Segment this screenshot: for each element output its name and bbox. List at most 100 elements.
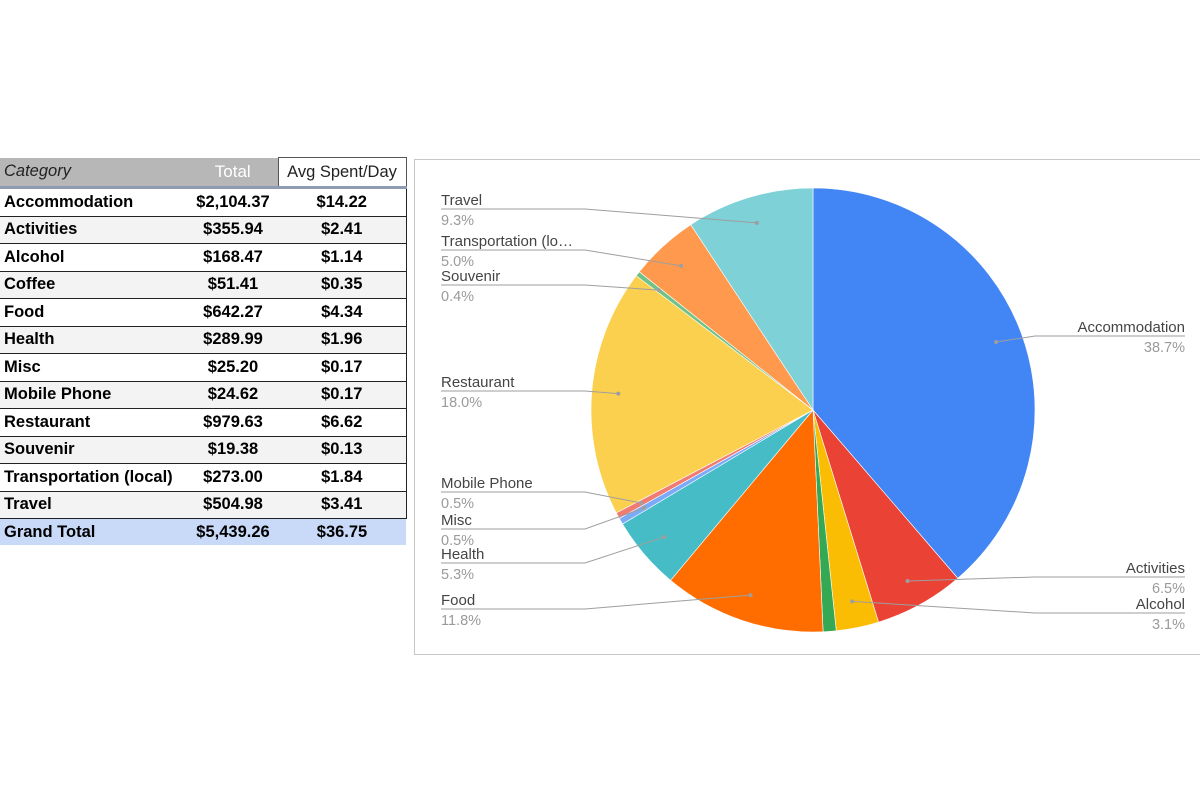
table-row: Mobile Phone $24.62 $0.17: [0, 381, 407, 409]
slice-percent: 0.4%: [441, 289, 474, 305]
slice-label: Accommodation: [1077, 319, 1185, 336]
row-category[interactable]: Coffee: [0, 271, 188, 299]
pie-label-group: Restaurant 18.0%: [441, 374, 621, 411]
leader-line: [441, 594, 751, 610]
leader-dot: [748, 593, 753, 598]
slice-percent: 18.0%: [441, 395, 482, 411]
row-avg[interactable]: $0.13: [278, 436, 407, 464]
table-header-row: Category Total Avg Spent/Day: [0, 157, 407, 188]
row-total[interactable]: $355.94: [188, 216, 278, 244]
slice-percent: 5.3%: [441, 567, 474, 583]
row-category[interactable]: Health: [0, 326, 188, 354]
pie-label-group: Health 5.3%: [441, 534, 667, 583]
table-body: Accommodation $2,104.37 $14.22 Activities $3…: [0, 187, 407, 519]
row-total[interactable]: $979.63: [188, 408, 278, 437]
leader-line: [441, 390, 619, 395]
row-total[interactable]: $24.62: [188, 381, 278, 409]
slice-label: Misc: [441, 512, 472, 529]
pie-label-group: Souvenir 0.4%: [441, 268, 661, 305]
slice-label: Activities: [1126, 560, 1185, 577]
row-avg[interactable]: $0.35: [278, 271, 407, 299]
row-total[interactable]: $2,104.37: [188, 187, 278, 217]
header-total[interactable]: Total: [188, 157, 278, 188]
table-row: Misc $25.20 $0.17: [0, 353, 407, 382]
table-row: Souvenir $19.38 $0.13: [0, 436, 407, 464]
row-category[interactable]: Food: [0, 298, 188, 327]
pie-label-group: Misc 0.5%: [441, 505, 646, 549]
leader-dot: [679, 263, 684, 268]
pie-label-group: Activities 6.5%: [905, 560, 1185, 597]
slice-label: Food: [441, 592, 475, 609]
row-avg[interactable]: $14.22: [278, 187, 407, 217]
row-total[interactable]: $504.98: [188, 491, 278, 519]
row-avg[interactable]: $1.84: [278, 463, 407, 492]
leader-line: [907, 576, 1185, 582]
leader-line: [441, 249, 682, 267]
slice-percent: 11.8%: [441, 613, 481, 629]
slice-percent: 0.5%: [441, 496, 474, 512]
row-avg[interactable]: $6.62: [278, 408, 407, 437]
row-total[interactable]: $19.38: [188, 436, 278, 464]
leader-dot: [754, 220, 759, 225]
table-row: Food $642.27 $4.34: [0, 298, 407, 327]
slice-label: Mobile Phone: [441, 475, 533, 492]
row-category[interactable]: Transportation (local): [0, 463, 188, 492]
slice-percent: 9.3%: [441, 213, 474, 229]
table-row: Health $289.99 $1.96: [0, 326, 407, 354]
leader-line: [996, 335, 1185, 343]
leader-line: [441, 208, 757, 224]
table-row: Coffee $51.41 $0.35: [0, 271, 407, 299]
pie-chart-panel[interactable]: Accommodation 38.7% Activities 6.5% Alcohol 3…: [414, 159, 1200, 655]
row-category[interactable]: Restaurant: [0, 408, 188, 437]
slice-label: Transportation (lo…: [441, 233, 573, 250]
row-category[interactable]: Activities: [0, 216, 188, 244]
grand-total-avg[interactable]: $36.75: [278, 518, 406, 545]
row-total[interactable]: $25.20: [188, 353, 278, 382]
row-category[interactable]: Mobile Phone: [0, 381, 188, 409]
slice-label: Travel: [441, 192, 482, 209]
slice-percent: 38.7%: [1144, 340, 1185, 356]
grand-total-value[interactable]: $5,439.26: [188, 518, 278, 545]
pie-chart[interactable]: Accommodation 38.7% Activities 6.5%Alcohol 3…: [415, 160, 1200, 656]
header-category[interactable]: Category: [0, 157, 188, 188]
row-total[interactable]: $642.27: [188, 298, 278, 327]
grand-total-label[interactable]: Grand Total: [0, 518, 188, 545]
row-avg[interactable]: $3.41: [278, 491, 407, 519]
row-total[interactable]: $51.41: [188, 271, 278, 299]
row-avg[interactable]: $0.17: [278, 353, 407, 382]
leader-dot: [641, 505, 646, 510]
row-category[interactable]: Alcohol: [0, 243, 188, 272]
row-total[interactable]: $273.00: [188, 463, 278, 492]
slice-percent: 6.5%: [1152, 581, 1185, 597]
row-category[interactable]: Misc: [0, 353, 188, 382]
header-avg-spent-day[interactable]: Avg Spent/Day: [277, 157, 407, 188]
row-total[interactable]: $289.99: [188, 326, 278, 354]
slice-label: Alcohol: [1136, 596, 1185, 613]
row-category[interactable]: Souvenir: [0, 436, 188, 464]
row-avg[interactable]: $2.41: [278, 216, 407, 244]
row-total[interactable]: $168.47: [188, 243, 278, 272]
slice-label: Restaurant: [441, 374, 515, 391]
pie-slice-accommodation[interactable]: [812, 187, 1036, 579]
leader-line: [441, 507, 645, 530]
leader-dot: [905, 578, 910, 583]
pie-label-group: Food 11.8%: [441, 592, 753, 629]
table-row: Transportation (local) $273.00 $1.84: [0, 463, 407, 492]
slice-percent: 3.1%: [1152, 617, 1185, 633]
pie-slice-food[interactable]: [670, 409, 824, 633]
leader-line: [441, 491, 642, 504]
slice-percent: 0.5%: [441, 533, 474, 549]
row-avg[interactable]: $0.17: [278, 381, 407, 409]
expense-table: Category Total Avg Spent/Day Accommodati…: [0, 157, 407, 545]
row-avg[interactable]: $4.34: [278, 298, 407, 327]
slice-label: Health: [441, 546, 484, 563]
row-category[interactable]: Travel: [0, 491, 188, 519]
row-avg[interactable]: $1.96: [278, 326, 407, 354]
pie-label-group: Transportation (lo… 5.0%: [441, 233, 684, 270]
pie-label-group: Accommodation 38.7%: [994, 319, 1185, 356]
pie-label-group: Mobile Phone 0.5%: [441, 475, 644, 512]
pie-slice-travel[interactable]: [690, 187, 814, 411]
leader-dot: [639, 500, 644, 505]
row-category[interactable]: Accommodation: [0, 187, 188, 217]
row-avg[interactable]: $1.14: [278, 243, 407, 272]
